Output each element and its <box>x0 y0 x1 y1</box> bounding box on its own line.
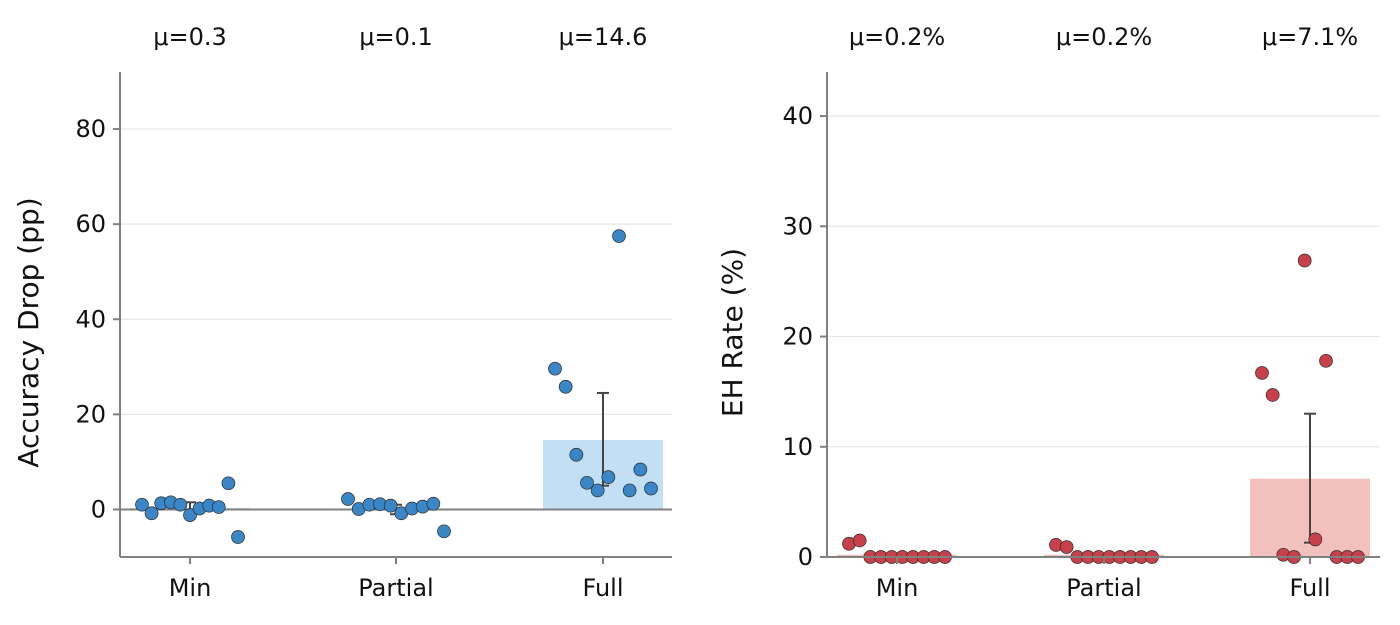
data-point-full <box>590 483 605 498</box>
data-point-full <box>644 481 658 496</box>
data-point-min <box>144 506 159 521</box>
y-tick-label: 60 <box>75 210 106 238</box>
mean-label-partial: μ=0.1 <box>359 23 433 51</box>
data-point-full <box>622 483 637 498</box>
y-tick-label: 40 <box>75 305 106 333</box>
data-point-min <box>852 533 867 548</box>
y-tick-label: 40 <box>782 102 813 130</box>
data-point-min <box>221 476 236 491</box>
data-point-partial <box>1059 540 1074 554</box>
data-point-full <box>548 361 562 376</box>
chart-panel-2: 0 10 20 30 40 Min Partial Full μ=0.2% μ=0.2% μ=7.1… <box>716 23 1380 602</box>
y-tick-label: 0 <box>91 495 106 523</box>
mean-label-partial: μ=0.2% <box>1056 23 1152 51</box>
data-point-partial <box>383 498 398 513</box>
data-point-full <box>1265 388 1280 402</box>
data-point-full <box>1297 253 1312 268</box>
data-point-full <box>612 229 626 243</box>
data-point-full <box>633 462 648 477</box>
y-tick-label: 20 <box>782 323 813 351</box>
data-point-full <box>569 447 584 462</box>
chart-panel-1: 0 20 40 60 80 Min Partial Full μ=0.3 μ=0.1 μ=14.6 A… <box>12 23 672 602</box>
y-axis-title: Accuracy Drop (pp) <box>12 197 45 467</box>
x-tick-label-full: Full <box>582 574 623 602</box>
data-point-full <box>1255 366 1269 380</box>
data-point-full <box>1319 353 1333 368</box>
y-tick-label: 10 <box>782 433 813 461</box>
data-point-full <box>558 379 573 394</box>
x-tick-label-partial: Partial <box>1066 574 1141 602</box>
x-tick-label-min: Min <box>876 574 919 602</box>
x-tick-label-full: Full <box>1289 574 1330 602</box>
data-point-min <box>135 497 149 512</box>
data-point-partial <box>437 524 451 539</box>
y-tick-label: 30 <box>782 212 813 240</box>
mean-label-full: μ=14.6 <box>559 23 648 51</box>
mean-label-min: μ=0.2% <box>849 23 945 51</box>
data-point-min <box>183 508 197 523</box>
data-point-min <box>173 497 188 512</box>
y-tick-label: 80 <box>75 115 106 143</box>
data-point-full <box>580 475 594 490</box>
data-point-full <box>601 470 616 484</box>
x-tick-label-min: Min <box>169 574 212 602</box>
data-point-full <box>1308 532 1323 547</box>
data-point-partial <box>426 496 441 511</box>
y-axis-title: EH Rate (%) <box>716 248 749 417</box>
y-tick-label: 0 <box>798 543 813 571</box>
y-tick-label: 20 <box>75 400 106 428</box>
mean-label-min: μ=0.3 <box>153 23 227 51</box>
x-tick-label-partial: Partial <box>358 574 433 602</box>
mean-label-full: μ=7.1% <box>1262 23 1358 51</box>
data-point-min <box>211 500 226 514</box>
data-point-partial <box>341 492 355 506</box>
data-point-min <box>231 530 245 544</box>
